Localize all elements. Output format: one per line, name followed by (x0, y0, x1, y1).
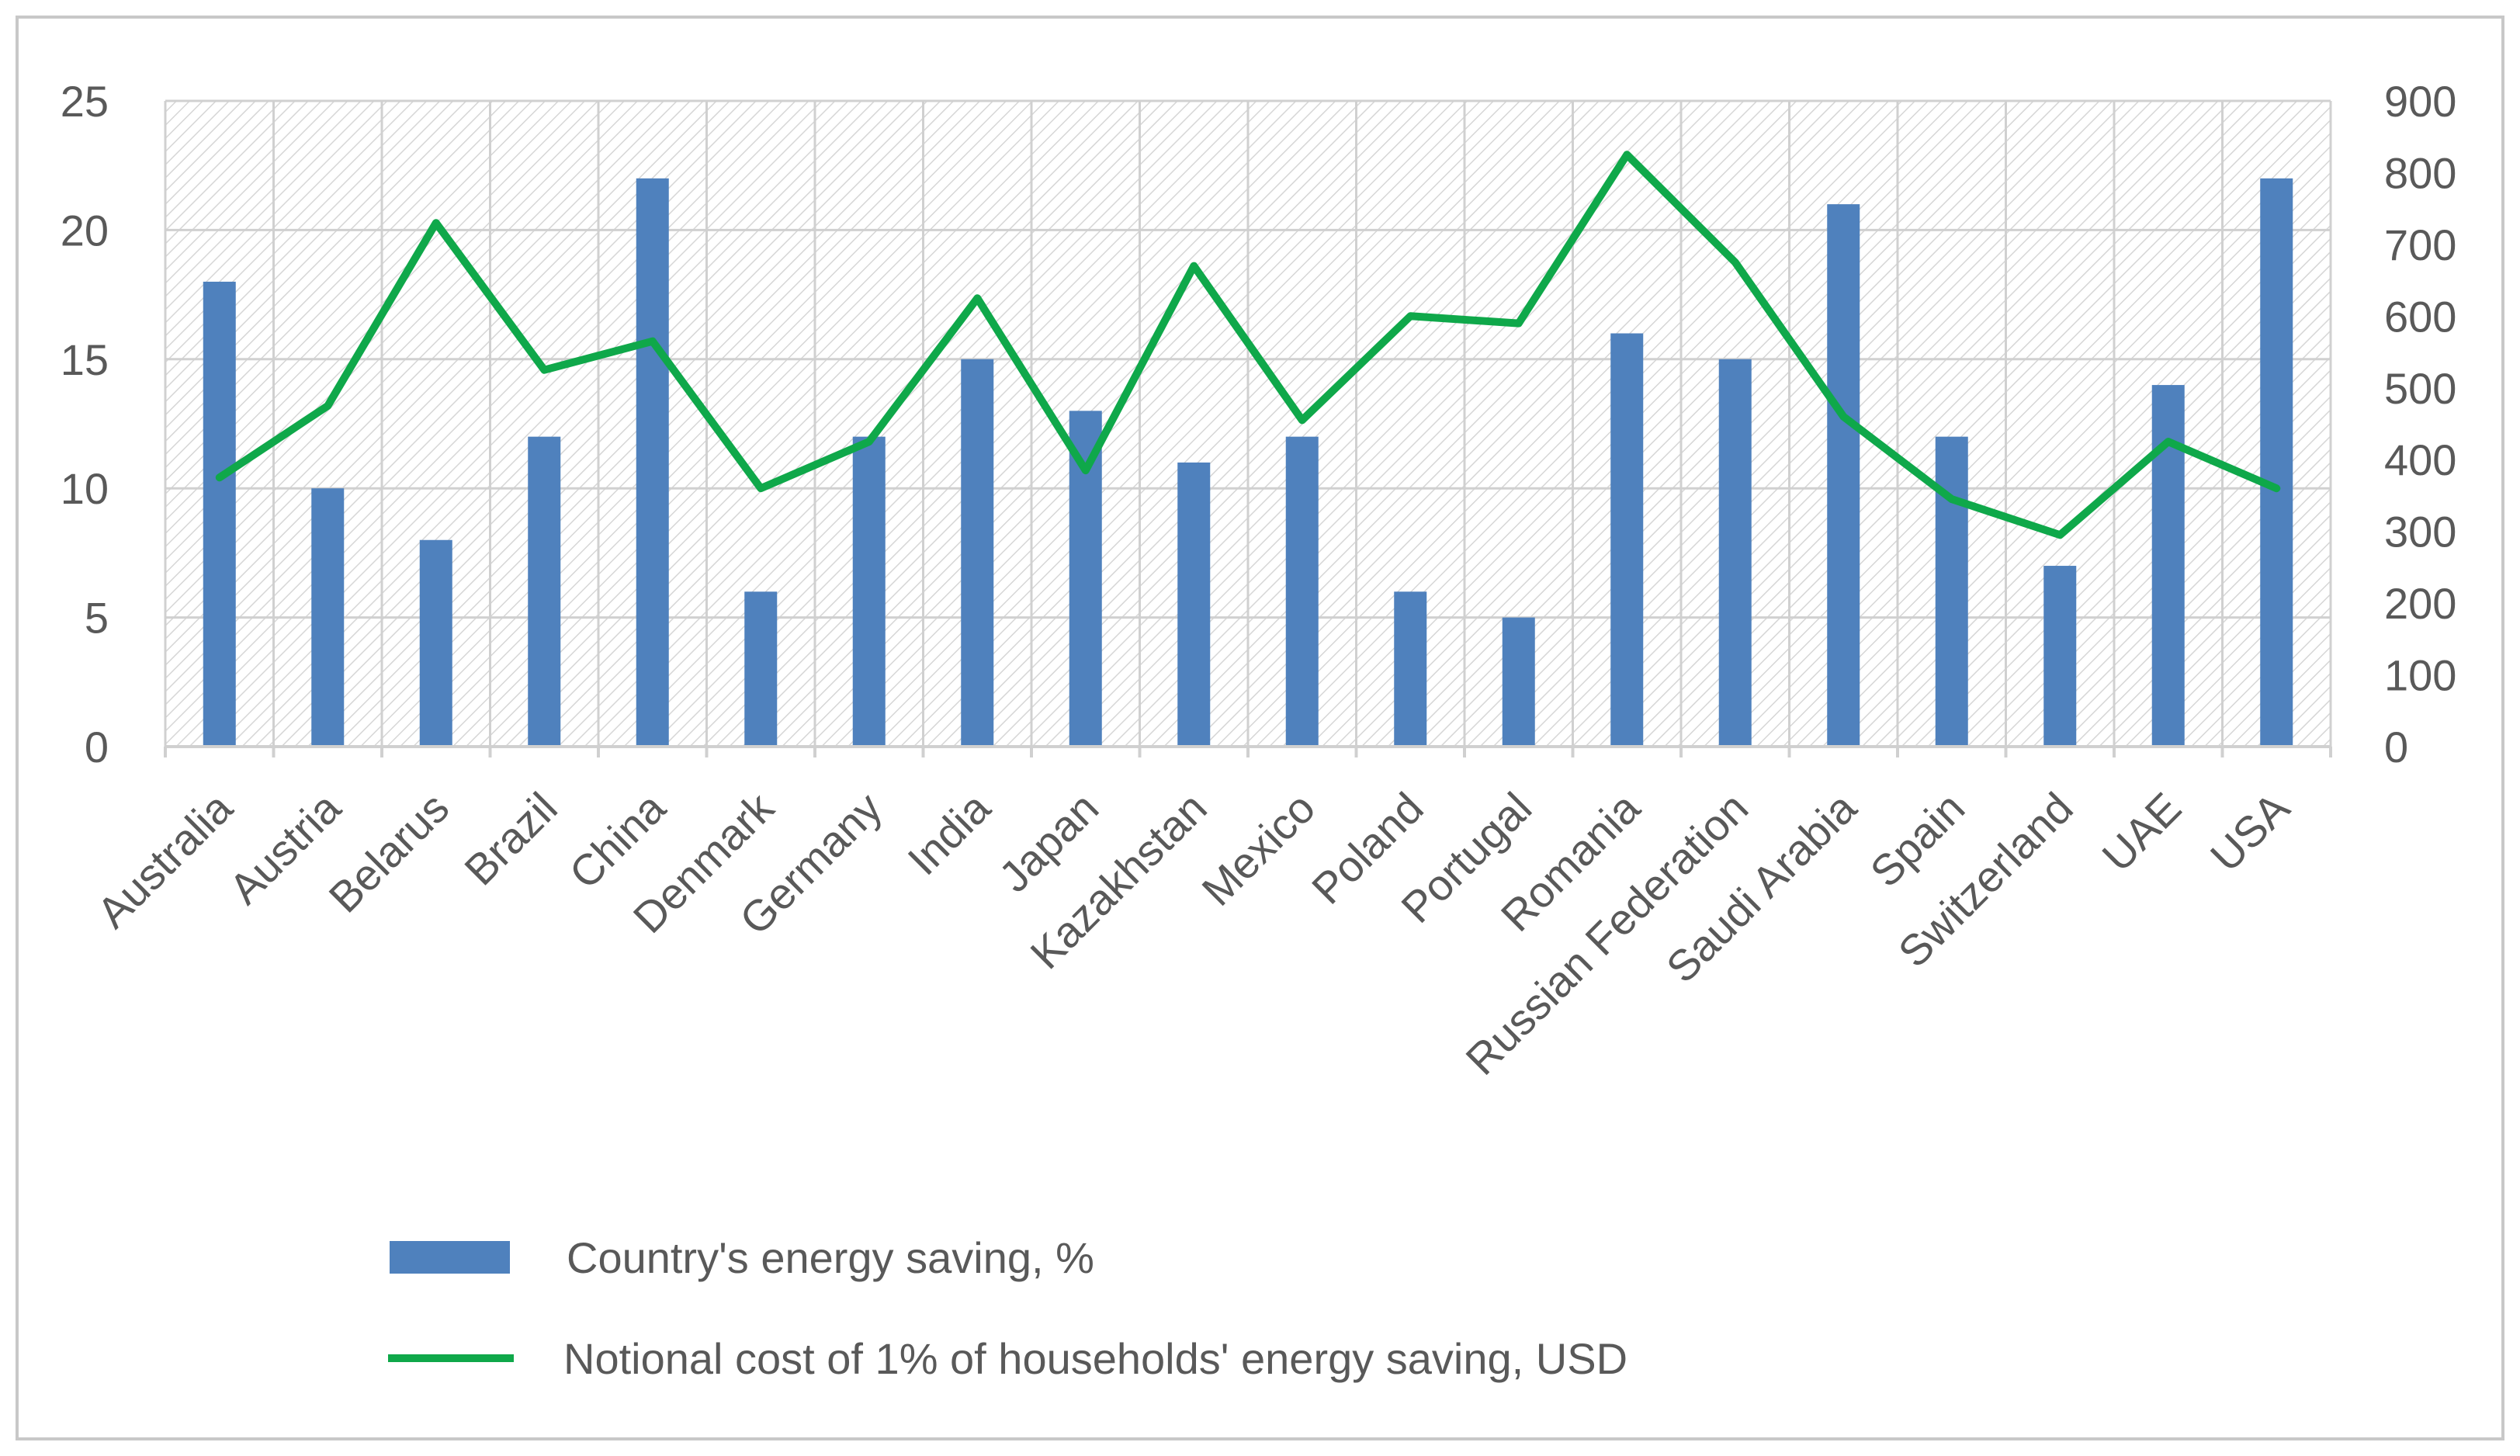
axes (164, 745, 2332, 757)
bar (2260, 178, 2293, 747)
bar (1935, 436, 1968, 747)
right-tick-label: 900 (2384, 77, 2456, 126)
bar (744, 591, 778, 747)
bar (636, 178, 669, 747)
bar (1285, 436, 1319, 747)
right-tick-label: 0 (2384, 723, 2408, 771)
right-tick-label: 700 (2384, 220, 2456, 269)
legend-line-label: Notional cost of 1% of households' energ… (563, 1334, 1627, 1383)
left-tick-label: 25 (61, 77, 109, 126)
left-tick-label: 0 (85, 723, 109, 771)
right-tick-label: 100 (2384, 651, 2456, 700)
right-tick-label: 600 (2384, 292, 2456, 341)
bar (419, 539, 452, 747)
right-tick-label: 400 (2384, 435, 2456, 484)
bar (852, 436, 886, 747)
line-series (215, 151, 2281, 539)
left-tick-label: 20 (61, 206, 109, 255)
bar-series (203, 178, 2293, 747)
left-tick-label: 10 (61, 464, 109, 513)
bar (1610, 333, 1644, 747)
bar (528, 436, 561, 747)
legend-bar-label: Country's energy saving, % (567, 1233, 1094, 1282)
legend: Country's energy saving, % Notional cost… (388, 1233, 1627, 1383)
bar (1394, 591, 1427, 747)
right-tick-label: 300 (2384, 508, 2456, 556)
bar (1502, 617, 1535, 747)
right-tick-label: 200 (2384, 579, 2456, 628)
bar (2043, 566, 2077, 747)
bar (1718, 359, 1752, 747)
right-tick-label: 800 (2384, 148, 2456, 197)
right-tick-label: 500 (2384, 364, 2456, 413)
bar (1069, 411, 1102, 747)
bar (1177, 462, 1211, 747)
left-tick-label: 15 (61, 335, 109, 384)
right-axis-tick-labels: 0 100 200 300 400 500 600 700 800 900 (2384, 77, 2456, 771)
left-tick-label: 5 (85, 594, 109, 643)
bar (961, 359, 994, 747)
cost-line (215, 151, 2281, 539)
grid-lines (164, 99, 2332, 748)
bar (203, 281, 236, 747)
left-axis-tick-labels: 0 5 10 15 20 25 (61, 77, 109, 771)
bar (311, 488, 345, 747)
legend-bar-swatch (390, 1241, 510, 1274)
bar (1827, 204, 1860, 747)
